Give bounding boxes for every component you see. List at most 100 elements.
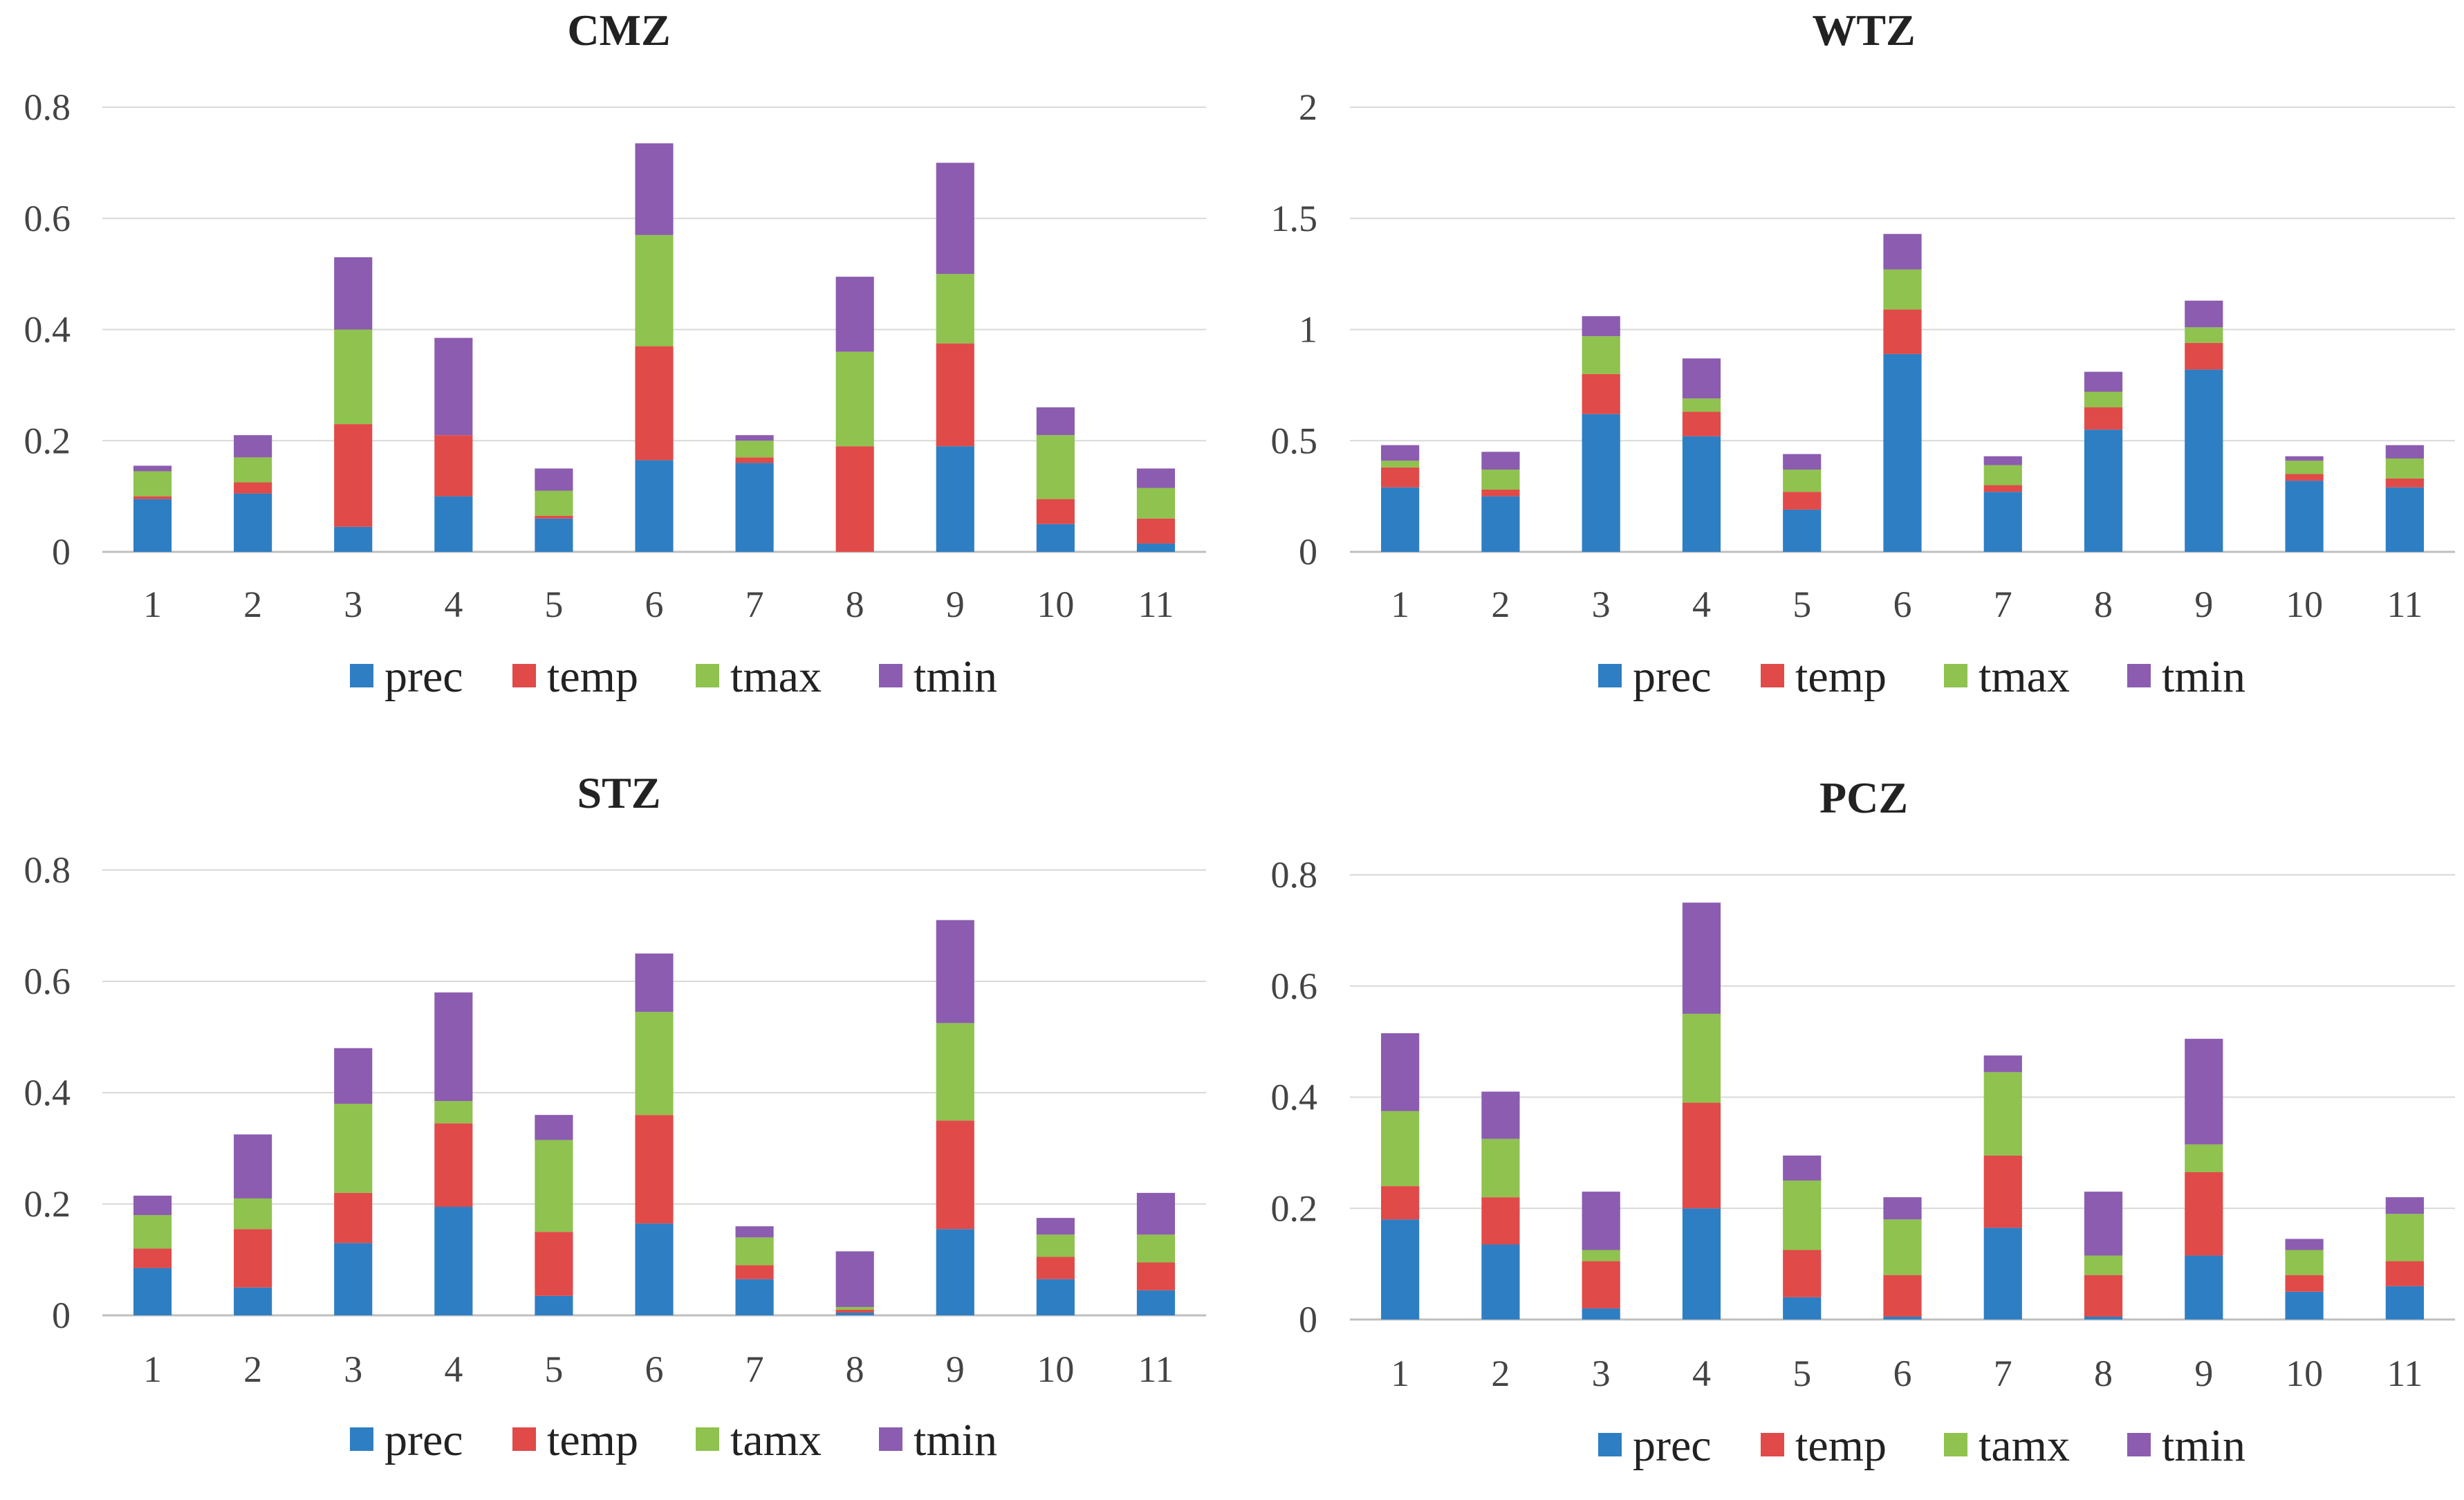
- bar-segment-tmin-3: [1582, 1192, 1620, 1250]
- bar-segment-temp-6: [1883, 1275, 1922, 1317]
- legend-label-prec: prec: [385, 1415, 463, 1465]
- y-tick-label: 0.6: [1271, 965, 1318, 1007]
- bar-segment-tmin-4: [434, 337, 473, 436]
- bar-segment-prec-9: [2185, 369, 2223, 552]
- bar-segment-tmin-9: [936, 920, 974, 1024]
- x-tick-label: 4: [1692, 1353, 1711, 1394]
- bar-segment-tmax-10: [2285, 461, 2324, 474]
- bar-segment-tmax-2: [1481, 470, 1520, 490]
- bar-segment-tamx-8: [835, 1306, 874, 1310]
- x-tick-label: 7: [745, 1349, 764, 1390]
- x-tick-label: 3: [1592, 584, 1611, 625]
- x-tick-label: 6: [645, 1349, 664, 1390]
- bar-segment-tmax-7: [1983, 465, 2022, 485]
- bar-segment-tmax-4: [1682, 398, 1721, 412]
- bar-segment-tmin-10: [1036, 407, 1075, 436]
- bar-segment-tamx-10: [1036, 1234, 1075, 1257]
- bar-segment-tmax-3: [1582, 336, 1620, 374]
- y-tick-label: 1.5: [1271, 198, 1318, 239]
- x-tick-label: 5: [1793, 1353, 1811, 1394]
- y-tick-label: 0.2: [1271, 1187, 1318, 1229]
- bar-segment-prec-6: [635, 1223, 674, 1315]
- x-tick-label: 3: [1592, 1353, 1611, 1394]
- x-tick-label: 11: [2387, 584, 2423, 625]
- bar-segment-tmax-6: [635, 234, 674, 346]
- bar-segment-temp-5: [1783, 492, 1822, 510]
- x-tick-label: 5: [544, 584, 563, 625]
- bar-segment-tmax-9: [2185, 327, 2223, 343]
- legend-swatch-prec: [350, 1427, 373, 1451]
- bar-segment-temp-11: [2385, 1261, 2424, 1286]
- x-tick-label: 11: [1138, 584, 1174, 625]
- bar-segment-prec-9: [936, 446, 974, 552]
- bar-segment-tmin-1: [133, 465, 172, 472]
- bar-segment-prec-5: [1783, 1297, 1822, 1320]
- x-tick-label: 7: [745, 584, 764, 625]
- bar-segment-prec-10: [2285, 481, 2324, 552]
- bar-segment-temp-10: [2285, 474, 2324, 481]
- x-tick-label: 10: [1037, 584, 1074, 625]
- chart-title: STZ: [577, 768, 661, 817]
- bar-segment-tamx-9: [936, 1023, 974, 1121]
- x-tick-label: 8: [846, 1349, 864, 1390]
- bar-segment-tmin-7: [735, 1226, 774, 1238]
- bar-segment-prec-9: [2185, 1255, 2223, 1320]
- legend-label-tmin: tmin: [914, 1415, 997, 1465]
- bar-segment-tmin-6: [1883, 234, 1922, 270]
- bar-segment-tamx-9: [2185, 1144, 2223, 1173]
- y-tick-label: 0: [1299, 1299, 1317, 1340]
- bar-segment-tmax-1: [1381, 461, 1420, 467]
- legend-swatch-tamx: [1944, 1433, 1967, 1456]
- bar-segment-tmin-1: [1381, 445, 1420, 461]
- y-tick-label: 0.8: [1271, 854, 1318, 896]
- bar-segment-tmax-7: [735, 441, 774, 458]
- bar-segment-temp-11: [1136, 1262, 1176, 1290]
- bar-segment-prec-4: [434, 496, 473, 552]
- bar-segment-temp-6: [635, 1115, 674, 1224]
- bar-segment-tmin-10: [1036, 1218, 1075, 1235]
- bar-segment-temp-3: [1582, 1261, 1620, 1308]
- bar-segment-tamx-6: [635, 1012, 674, 1115]
- bar-segment-temp-4: [1682, 1102, 1721, 1209]
- bar-segment-tmin-2: [234, 1134, 272, 1198]
- y-tick-label: 0.8: [24, 86, 71, 128]
- bar-segment-prec-2: [234, 1287, 272, 1315]
- bar-segment-prec-11: [2385, 487, 2424, 552]
- x-tick-label: 4: [444, 584, 463, 625]
- bar-segment-tmin-8: [835, 1251, 874, 1307]
- legend-label-tmax: tmax: [730, 651, 822, 702]
- bar-segment-tmin-9: [2185, 300, 2223, 328]
- bar-segment-tamx-3: [334, 1104, 373, 1193]
- x-tick-label: 7: [1994, 1353, 2012, 1394]
- bar-segment-prec-6: [1883, 1316, 1922, 1320]
- chart-panel-pcz: PCZ 0 0.2 0.4 0.6 0.8 1 2 3 4 5 6 7 8 9 10 11 prec temp tam…: [1271, 773, 2455, 1471]
- bar-segment-tamx-1: [1381, 1111, 1420, 1187]
- bar-segment-temp-8: [835, 1309, 874, 1313]
- bar-segment-prec-3: [334, 526, 373, 552]
- x-tick-label: 9: [946, 1349, 965, 1390]
- x-tick-label: 1: [1391, 584, 1409, 625]
- legend-swatch-tmax: [696, 664, 719, 687]
- x-tick-label: 8: [2094, 584, 2113, 625]
- bar-segment-temp-1: [1381, 467, 1420, 488]
- chart-panel-stz: STZ 0 0.2 0.4 0.6 0.8 1 2 3 4 5 6 7 8 9 10 11 prec temp tam…: [24, 768, 1206, 1465]
- bar-segment-tmin-7: [1983, 456, 2022, 465]
- x-tick-label: 3: [344, 1349, 362, 1390]
- bar-segment-tamx-4: [1682, 1013, 1721, 1103]
- bar-segment-tmin-6: [1883, 1197, 1922, 1220]
- legend-swatch-prec: [1598, 1433, 1622, 1456]
- bar-segment-tmin-9: [2185, 1039, 2223, 1145]
- bar-segment-prec-2: [234, 493, 272, 552]
- bar-segment-temp-2: [1481, 1197, 1520, 1245]
- legend-label-prec: prec: [1633, 1420, 1712, 1471]
- bar-segment-tamx-3: [1582, 1250, 1620, 1261]
- bar-segment-temp-3: [334, 424, 373, 527]
- bar-segment-temp-7: [1983, 1155, 2022, 1228]
- bar-segment-prec-8: [2084, 429, 2123, 552]
- x-tick-label: 2: [243, 1349, 262, 1390]
- legend-swatch-prec: [1598, 664, 1622, 687]
- bar-segment-tmin-9: [936, 163, 974, 275]
- x-tick-label: 6: [1893, 1353, 1912, 1394]
- bar-segment-temp-6: [635, 346, 674, 461]
